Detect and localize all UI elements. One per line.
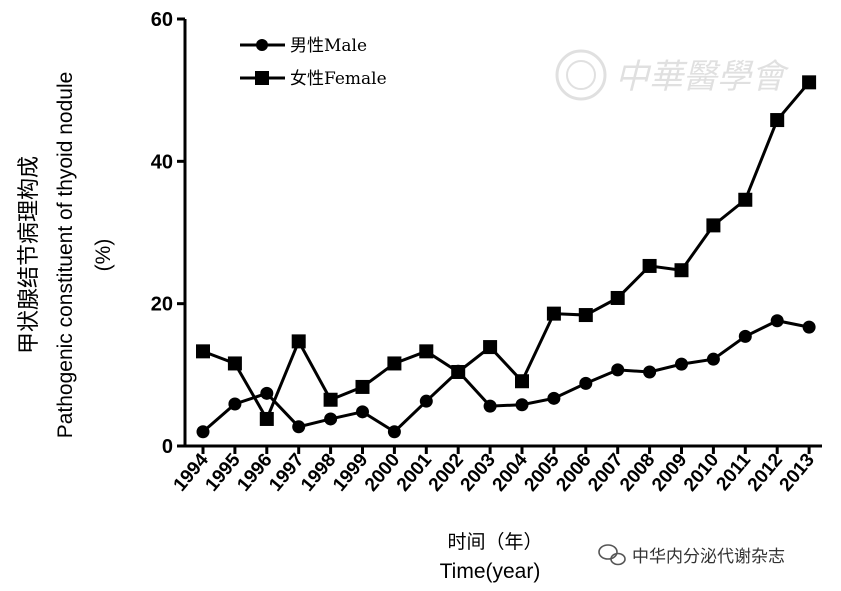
x-tick-label: 2011 <box>713 449 756 494</box>
point-female <box>642 258 657 273</box>
point-male <box>579 376 593 390</box>
point-male <box>802 320 816 334</box>
x-tick-label: 2002 <box>425 450 468 496</box>
source-text: 中华内分泌代谢杂志 <box>632 547 785 567</box>
legend-label-female: 女性Female <box>290 69 387 89</box>
point-male <box>260 386 274 400</box>
point-male <box>356 405 369 419</box>
x-tick-label: 2013 <box>776 450 819 496</box>
point-male <box>196 425 210 439</box>
legend-label-male: 男性Male <box>290 36 367 56</box>
y-axis-label: Pathogenic constituent of thyoid nodule <box>54 72 77 439</box>
x-tick-label: 2007 <box>584 450 627 496</box>
point-male <box>324 412 338 426</box>
point-female <box>291 334 306 349</box>
point-male <box>515 398 529 412</box>
legend-marker-female <box>255 71 269 85</box>
y-axis-label-cn: 甲状腺结节病理构成 <box>17 156 42 354</box>
point-female <box>706 218 721 233</box>
point-female <box>196 344 210 359</box>
x-tick-label: 2003 <box>457 450 500 496</box>
x-tick-label: 2005 <box>520 449 564 495</box>
point-female <box>578 308 593 323</box>
point-female <box>674 263 689 278</box>
point-male <box>770 314 784 328</box>
x-tick-label: 2012 <box>744 450 787 496</box>
series-marks <box>196 75 817 439</box>
point-male <box>611 363 625 377</box>
point-female <box>515 374 529 389</box>
point-male <box>643 365 657 379</box>
point-male <box>228 397 242 411</box>
point-female <box>483 340 498 355</box>
x-tick-label: 2010 <box>680 450 723 496</box>
point-female <box>259 411 274 426</box>
svg-text:中華醫學會: 中華醫學會 <box>615 57 790 97</box>
point-female <box>546 306 561 321</box>
point-female <box>610 290 625 305</box>
point-female <box>355 379 370 394</box>
legend-marker-male <box>256 39 268 51</box>
point-male <box>419 394 433 408</box>
x-tick-label: 2006 <box>552 450 595 496</box>
x-tick-label: 1999 <box>329 450 372 496</box>
point-male <box>675 357 688 371</box>
point-female <box>770 113 785 128</box>
y-tick-label: 20 <box>151 294 173 316</box>
point-male <box>738 329 752 343</box>
point-male <box>483 399 497 413</box>
x-tick-label: 2000 <box>361 450 404 496</box>
x-tick-label: 1994 <box>170 449 214 495</box>
point-male <box>547 391 561 405</box>
y-tick-label: 0 <box>162 436 173 458</box>
point-female <box>419 344 434 359</box>
point-female <box>227 356 242 371</box>
source-badge: 中华内分泌代谢杂志 <box>598 544 785 567</box>
y-axis-unit: (%) <box>92 239 115 272</box>
x-tick-label: 1995 <box>201 449 245 495</box>
x-tick-label: 2009 <box>648 450 691 496</box>
point-female <box>451 364 466 379</box>
legend: 男性Male 女性Female <box>240 36 387 89</box>
wechat-icon <box>598 544 626 566</box>
point-male <box>387 425 401 439</box>
point-female <box>387 356 402 371</box>
point-male <box>706 352 720 366</box>
x-axis-label-cn: 时间（年） <box>447 531 542 553</box>
watermark-logo: 中華醫學會 <box>555 49 790 101</box>
x-tick-label: 1996 <box>233 450 276 496</box>
point-female <box>738 192 753 207</box>
x-tick-label: 1998 <box>297 450 340 496</box>
point-male <box>292 420 306 434</box>
point-female <box>802 75 817 90</box>
x-axis-label: Time(year) <box>440 560 541 583</box>
series-line-female <box>202 81 811 423</box>
y-tick-label: 60 <box>151 9 173 31</box>
y-tick-label: 40 <box>151 151 173 173</box>
x-tick-label: 2001 <box>393 449 437 495</box>
x-tick-label: 2008 <box>616 450 659 496</box>
x-tick-label: 2004 <box>489 449 533 495</box>
point-female <box>323 392 338 407</box>
x-tick-label: 1997 <box>265 450 308 496</box>
